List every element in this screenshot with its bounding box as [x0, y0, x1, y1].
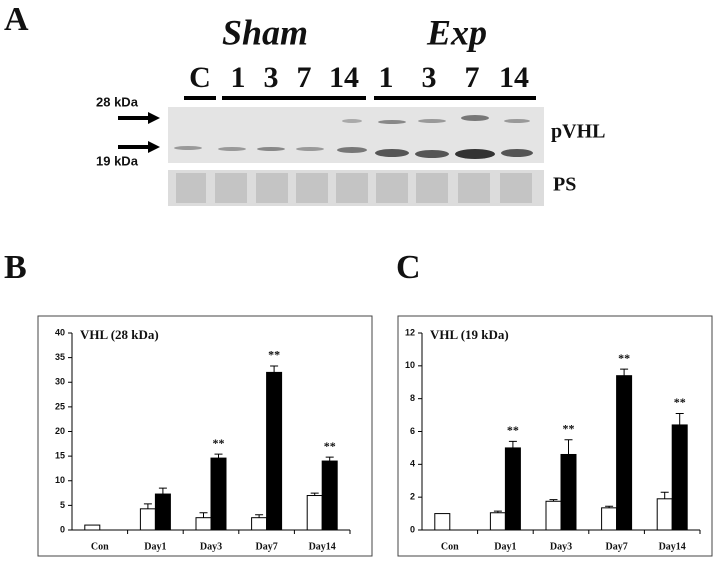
- error-bar: [564, 439, 573, 455]
- error-bar: [270, 365, 279, 373]
- lane-label: 1: [379, 61, 394, 94]
- x-tick-label: Day1: [494, 541, 516, 552]
- error-bar: [325, 456, 334, 462]
- x-tick-label: Con: [441, 541, 459, 552]
- x-tick-label: Con: [91, 541, 109, 552]
- y-tick-label: 25: [55, 401, 65, 411]
- bar: [210, 457, 227, 531]
- y-tick-label: 12: [405, 327, 415, 337]
- y-tick-label: 10: [405, 360, 415, 370]
- bar: [560, 453, 577, 531]
- bar: [251, 517, 268, 531]
- y-tick-label: 20: [55, 426, 65, 436]
- lane-label: 7: [465, 61, 480, 94]
- bar: [504, 447, 521, 531]
- significance-label: **: [674, 395, 686, 409]
- lane-labels: C 1 3 7 14 1 3 7 14: [189, 61, 529, 94]
- arrows: [118, 112, 160, 153]
- group-label: Sham: [222, 12, 308, 52]
- x-tick-label: Day7: [255, 541, 277, 552]
- lane-label: 1: [231, 61, 246, 94]
- marker-label: 28 kDa: [96, 94, 139, 109]
- bar: [266, 371, 283, 531]
- chart-title: VHL (19 kDa): [430, 327, 509, 342]
- error-bar: [660, 491, 669, 499]
- x-tick-label: Day7: [605, 541, 627, 552]
- bar: [139, 508, 156, 531]
- panel-label: C: [396, 249, 421, 286]
- significance-label: **: [213, 436, 225, 450]
- error-bar: [675, 412, 684, 425]
- bar: [154, 493, 171, 531]
- y-tick-label: 2: [410, 492, 415, 502]
- bar: [601, 507, 618, 531]
- bar: [321, 460, 338, 531]
- lane-label: 14: [499, 61, 529, 94]
- bar: [489, 512, 506, 531]
- x-tick-label: Day3: [200, 541, 222, 552]
- lane-label: C: [189, 61, 211, 94]
- ps-lanes: [176, 173, 532, 203]
- significance-label: **: [268, 348, 280, 362]
- lane-label: 14: [329, 61, 359, 94]
- x-tick-label: Day14: [659, 541, 686, 552]
- y-tick-label: 15: [55, 451, 65, 461]
- y-tick-label: 35: [55, 352, 65, 362]
- bar: [616, 375, 633, 531]
- x-tick-label: Day14: [309, 541, 336, 552]
- y-tick-label: 30: [55, 377, 65, 387]
- x-tick-label: Day3: [550, 541, 572, 552]
- significance-label: **: [618, 351, 630, 365]
- bar: [306, 495, 323, 531]
- significance-label: **: [507, 423, 519, 437]
- bar: [195, 517, 212, 531]
- significance-label: **: [563, 421, 575, 435]
- y-tick-label: 5: [60, 500, 65, 510]
- row-label: PS: [553, 174, 576, 196]
- bar: [84, 524, 101, 531]
- y-tick-label: 6: [410, 426, 415, 436]
- y-tick-label: 4: [410, 459, 415, 469]
- y-tick-label: 0: [60, 524, 65, 534]
- blot-bands: [174, 115, 533, 159]
- error-bar: [508, 440, 517, 448]
- x-tick-label: Day1: [144, 541, 166, 552]
- error-bar: [214, 453, 223, 459]
- y-tick-label: 8: [410, 393, 415, 403]
- chart-title: VHL (28 kDa): [80, 327, 159, 342]
- bar: [656, 498, 673, 531]
- panel-label: A: [4, 1, 29, 38]
- lane-label: 3: [422, 61, 437, 94]
- error-bar: [620, 368, 629, 376]
- y-tick-label: 0: [410, 524, 415, 534]
- lane-label: 3: [264, 61, 279, 94]
- significance-label: **: [324, 439, 336, 453]
- bar: [671, 424, 688, 531]
- group-label: Exp: [426, 12, 487, 52]
- y-tick-label: 40: [55, 327, 65, 337]
- bar: [434, 513, 451, 531]
- panel-label: B: [4, 249, 27, 286]
- error-bar: [199, 512, 208, 518]
- marker-label: 19 kDa: [96, 153, 139, 168]
- error-bar: [143, 503, 152, 509]
- row-label: pVHL: [551, 121, 605, 143]
- lane-label: 7: [297, 61, 312, 94]
- bar: [545, 500, 562, 531]
- error-bar: [158, 487, 167, 495]
- y-tick-label: 10: [55, 475, 65, 485]
